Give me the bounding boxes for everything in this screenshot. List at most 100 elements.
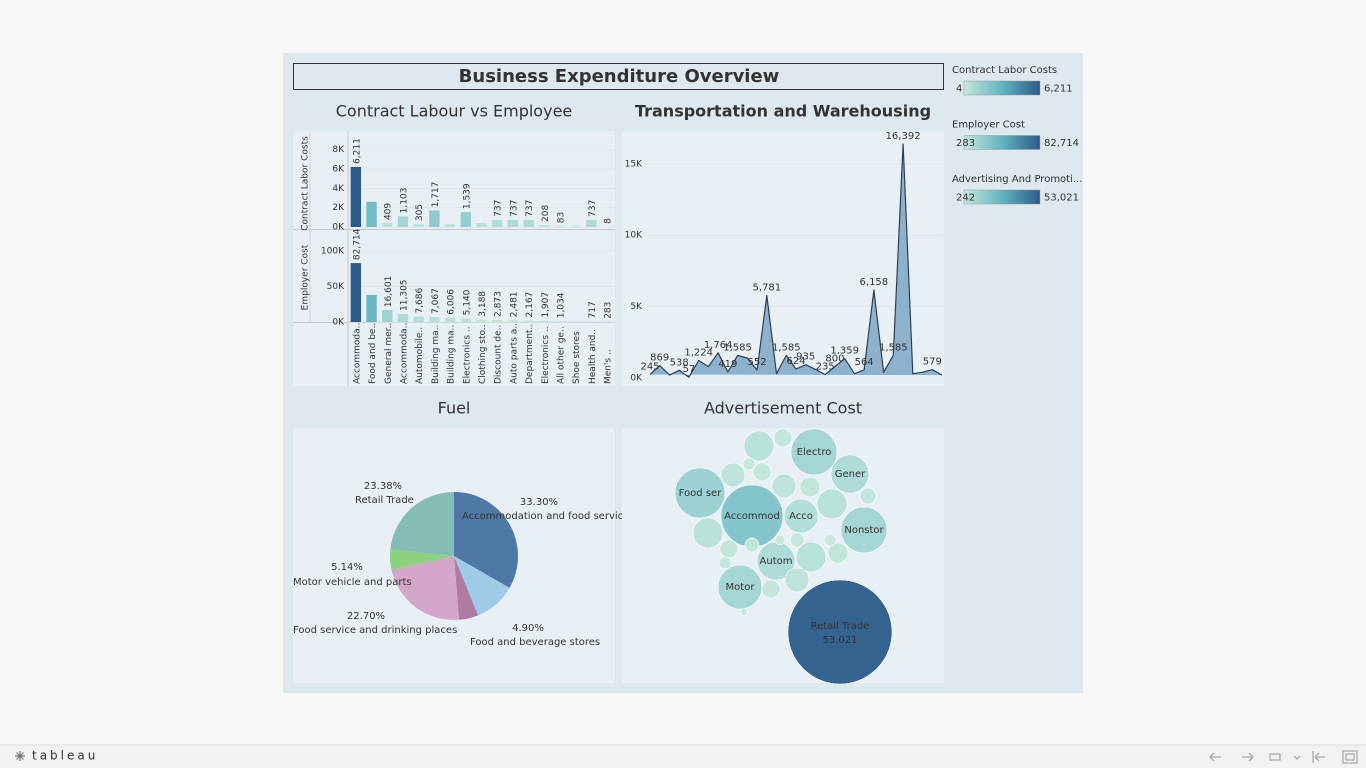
bubble-label: Accommod bbox=[724, 511, 780, 522]
bar-value-label: 82,714 bbox=[352, 228, 362, 260]
bubble bbox=[720, 462, 746, 488]
tableau-logo[interactable]: tableau bbox=[15, 749, 98, 763]
bubble bbox=[795, 541, 827, 573]
pie-slice bbox=[390, 492, 454, 556]
bubble bbox=[784, 567, 810, 593]
bar bbox=[539, 224, 550, 227]
slice-percent: 33.30% bbox=[520, 497, 558, 508]
bubble bbox=[790, 428, 838, 476]
bar-value-label: 737 bbox=[525, 200, 535, 217]
slice-label: Accommodation and food services bbox=[462, 511, 635, 522]
slice-label: Retail Trade bbox=[355, 495, 414, 506]
pie-slice bbox=[454, 556, 510, 616]
x-tick-label: Shoe stores bbox=[572, 331, 582, 384]
legend-ramp bbox=[963, 135, 1041, 150]
bar bbox=[523, 320, 534, 322]
data-label: 16,392 bbox=[886, 131, 921, 142]
bar bbox=[397, 313, 409, 322]
slice-label: Food service and drinking places bbox=[293, 625, 457, 636]
x-tick-label: Accommoda.. bbox=[399, 323, 409, 384]
redo-button[interactable] bbox=[1242, 752, 1254, 762]
bar bbox=[350, 166, 362, 227]
bar-value-label: 717 bbox=[588, 301, 598, 318]
x-tick-label: Clothing sto.. bbox=[478, 324, 488, 384]
bar bbox=[382, 223, 393, 227]
bar bbox=[523, 219, 534, 227]
legend-title: Contract Labor Costs bbox=[952, 65, 1057, 76]
legend-max: 6,211 bbox=[1044, 84, 1073, 95]
bubble-label: Nonstor bbox=[844, 525, 884, 536]
bar-value-label: 737 bbox=[494, 200, 504, 217]
y-tick-label: 15K bbox=[625, 159, 643, 169]
bubble-label: Electro bbox=[797, 447, 832, 458]
bar bbox=[366, 294, 377, 322]
panel-background bbox=[622, 131, 944, 386]
revert-button[interactable] bbox=[1269, 753, 1281, 761]
bubble bbox=[740, 608, 748, 616]
bar bbox=[460, 318, 471, 322]
toolbar bbox=[0, 745, 1366, 768]
bubble-label: Gener bbox=[835, 469, 866, 480]
bar bbox=[570, 321, 581, 322]
data-label: 1,224 bbox=[684, 348, 713, 359]
bar bbox=[429, 210, 440, 227]
bar bbox=[366, 201, 377, 227]
bubble bbox=[773, 428, 793, 448]
bubble bbox=[719, 539, 739, 559]
bubble bbox=[742, 457, 756, 471]
bar bbox=[586, 321, 597, 322]
bar-value-label: 2,873 bbox=[494, 291, 504, 317]
x-tick-label: Auto parts a.. bbox=[509, 323, 519, 384]
bubble-label: Autom bbox=[760, 556, 793, 567]
bar bbox=[476, 223, 487, 227]
chart-title: Contract Labour vs Employee bbox=[336, 102, 573, 121]
bar bbox=[429, 316, 440, 322]
bubble bbox=[799, 476, 821, 498]
bubble-value: 53,021 bbox=[823, 635, 858, 646]
slice-percent: 5.14% bbox=[331, 562, 363, 573]
bar bbox=[570, 226, 581, 227]
bar bbox=[554, 321, 566, 322]
bar-value-label: 2,167 bbox=[525, 292, 535, 318]
bar bbox=[444, 317, 456, 322]
reset-button[interactable] bbox=[1312, 751, 1325, 763]
legend-ramp bbox=[963, 80, 1041, 96]
pie-slice bbox=[391, 556, 459, 620]
pie-slice bbox=[389, 549, 454, 571]
data-label: 1,764 bbox=[704, 340, 733, 351]
slice-percent: 23.38% bbox=[364, 481, 402, 492]
bar-value-label: 1,717 bbox=[431, 182, 441, 208]
bar-value-label: 8 bbox=[604, 218, 614, 224]
undo-button[interactable] bbox=[1209, 752, 1221, 762]
y-tick-label: 100K bbox=[321, 246, 345, 256]
bar bbox=[476, 319, 487, 322]
x-tick-label: Building ma.. bbox=[447, 325, 457, 384]
data-label: 6,158 bbox=[860, 277, 889, 288]
bar-value-label: 409 bbox=[384, 203, 394, 220]
bar-value-label: 6,211 bbox=[352, 138, 362, 164]
legend-max: 53,021 bbox=[1044, 193, 1079, 204]
title-box bbox=[293, 63, 944, 90]
bubble bbox=[789, 532, 805, 548]
y-axis-title: Contract Labor Costs bbox=[301, 136, 311, 231]
bar-value-label: 7,067 bbox=[431, 288, 441, 314]
bubble bbox=[823, 533, 837, 547]
bar-value-label: 6,006 bbox=[447, 289, 457, 315]
slice-percent: 22.70% bbox=[347, 611, 385, 622]
bar-value-label: 3,188 bbox=[478, 291, 488, 317]
legend-min: 283 bbox=[956, 138, 975, 149]
data-label: 57 bbox=[683, 364, 696, 375]
bar bbox=[413, 224, 424, 227]
data-label: 538 bbox=[670, 357, 689, 368]
bar-value-label: 16,601 bbox=[384, 276, 394, 308]
bubble bbox=[816, 488, 848, 520]
bar bbox=[507, 320, 519, 322]
chart-title: Fuel bbox=[438, 399, 471, 418]
fullscreen-button[interactable] bbox=[1342, 750, 1358, 764]
x-tick-label: Health and.. bbox=[588, 329, 598, 384]
bar-value-label: 5,140 bbox=[462, 289, 472, 315]
revert-dropdown[interactable] bbox=[1293, 755, 1301, 760]
x-tick-label: Department.. bbox=[525, 324, 535, 384]
bar bbox=[586, 219, 597, 227]
